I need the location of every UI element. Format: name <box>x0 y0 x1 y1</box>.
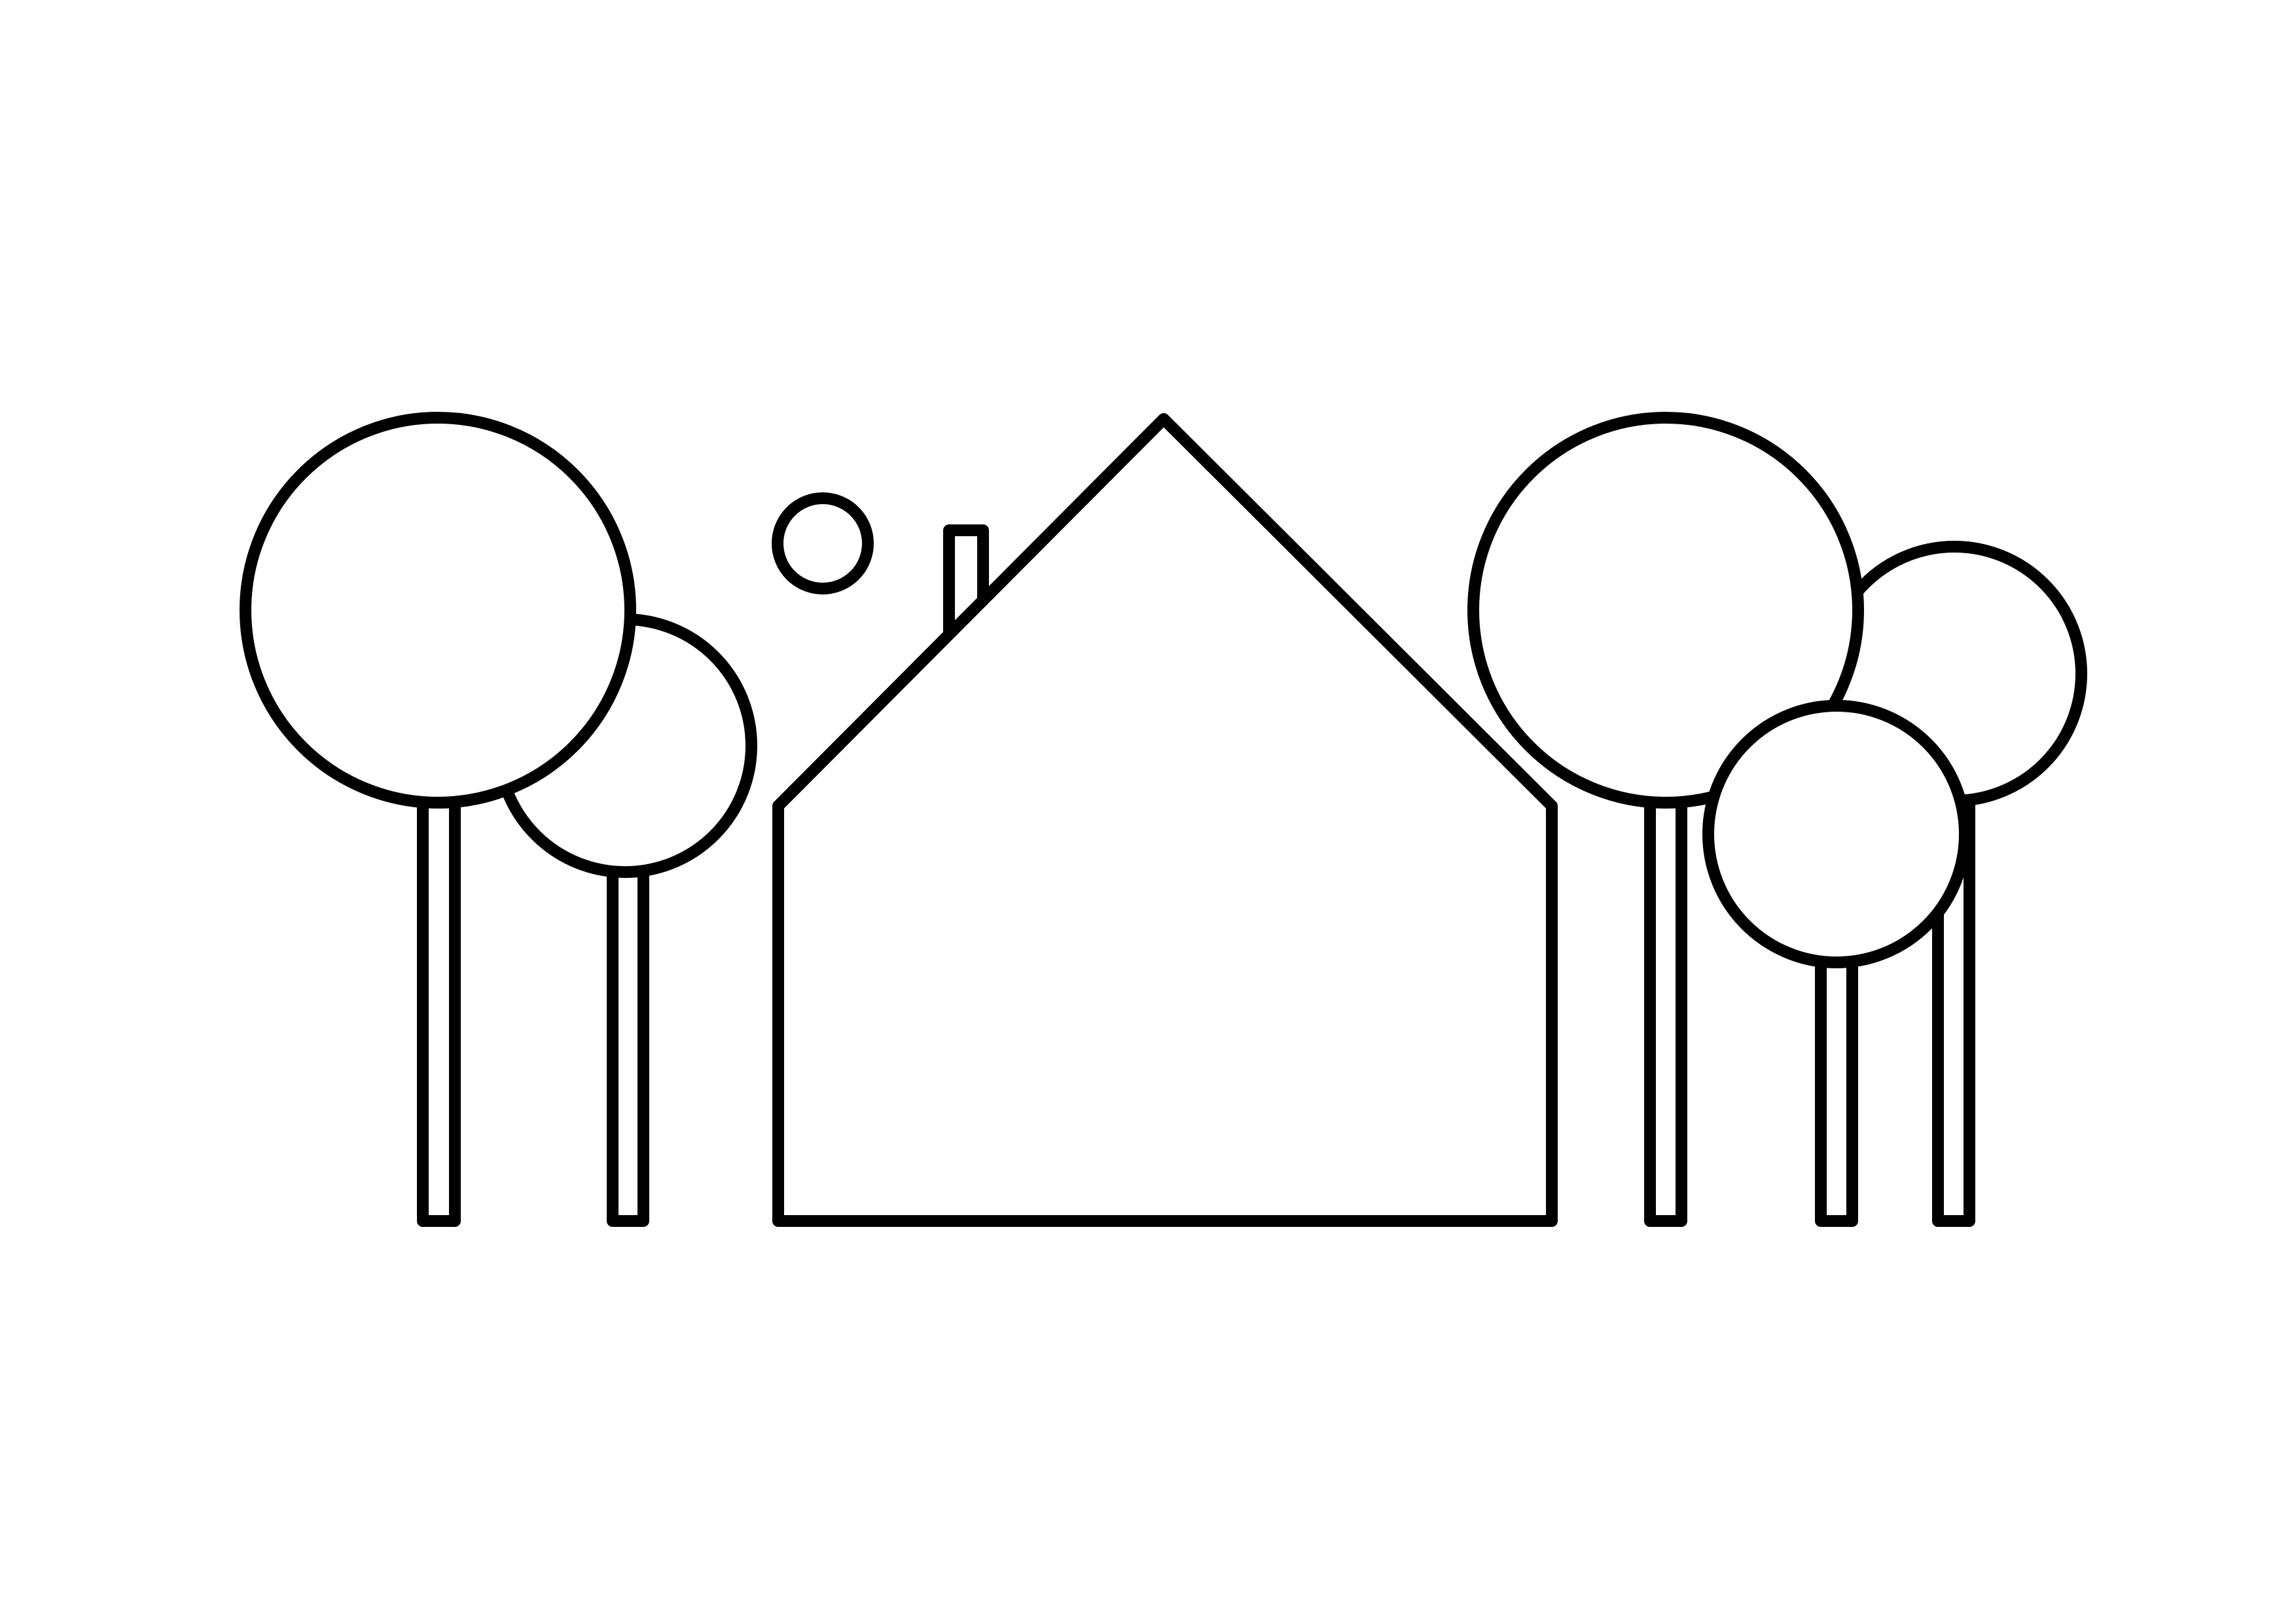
tree-left-large-trunk <box>417 794 461 1227</box>
tree-right-front-trunk <box>1815 953 1858 1227</box>
tree-right-large-trunk <box>1644 794 1687 1227</box>
tree-left-large-crown <box>240 412 636 809</box>
tree-right-large-crown <box>1467 412 1864 809</box>
tree-right-large <box>1467 412 1864 1227</box>
tree-right-front <box>1702 700 1971 1227</box>
tree-left-large <box>240 412 636 1227</box>
sun-icon <box>772 492 874 594</box>
house <box>772 413 1558 1227</box>
tree-right-front-crown <box>1702 700 1971 968</box>
tree-left-small-trunk <box>607 865 649 1227</box>
